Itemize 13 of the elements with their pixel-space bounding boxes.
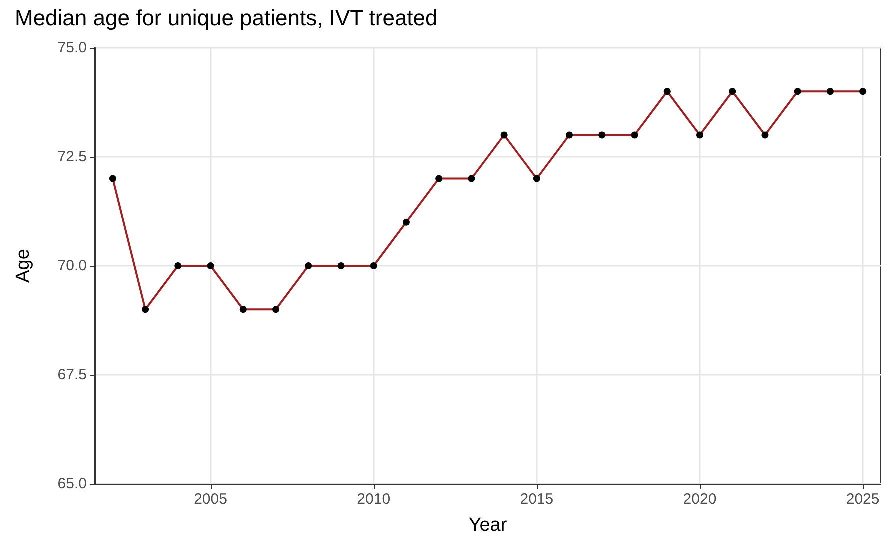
x-tick-label: 2025 bbox=[846, 491, 880, 508]
x-tick-label: 2020 bbox=[683, 491, 717, 508]
y-tick-label: 65.0 bbox=[58, 476, 87, 492]
chart-title: Median age for unique patients, IVT treated bbox=[15, 6, 438, 30]
y-tick-label: 70.0 bbox=[58, 258, 87, 274]
x-tick-label: 2010 bbox=[357, 491, 391, 508]
x-tick-label: 2015 bbox=[520, 491, 554, 508]
y-tick-label: 67.5 bbox=[58, 366, 87, 384]
y-tick-label: 72.5 bbox=[58, 148, 87, 166]
y-axis-title: Age bbox=[13, 249, 34, 283]
x-tick-label: 2005 bbox=[194, 491, 228, 508]
y-tick-label: 75.0 bbox=[58, 40, 87, 56]
x-axis-title: Year bbox=[468, 515, 508, 536]
